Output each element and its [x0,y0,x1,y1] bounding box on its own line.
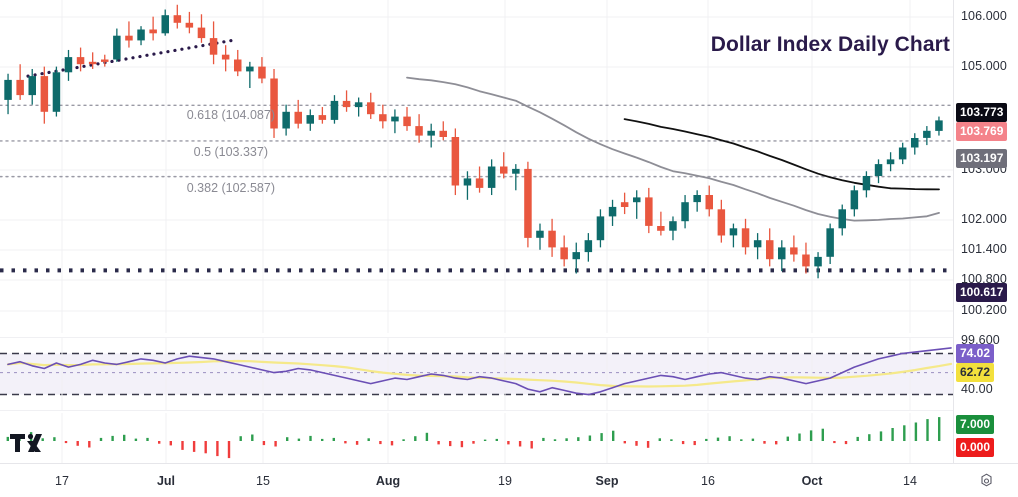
rsi-indicator-pane[interactable] [0,337,953,411]
rsi-tick-label: 40.00 [961,382,993,396]
last-price-tag[interactable]: 103.769 [956,122,1008,141]
price-tick-label: 101.400 [961,242,1007,256]
histogram-axis[interactable]: 7.000 0.000 [953,413,1018,463]
date-label: Oct [801,474,823,488]
tradingview-logo[interactable] [10,430,52,456]
rsi-line-svg [0,337,953,411]
date-label: 19 [498,474,512,488]
price-tick-label: 106.000 [961,9,1007,23]
rsi-value-tag[interactable]: 74.02 [956,344,995,363]
date-label: 15 [256,474,270,488]
rsi-ma-tag[interactable]: 62.72 [956,363,995,382]
axis-separator [953,0,954,463]
page-title: Dollar Index Daily Chart [710,33,950,56]
price-tick-label: 99.600 [961,333,1000,347]
moving-average-tag[interactable]: 103.197 [956,149,1008,168]
fibonacci-label-1: 0.5 (103.337) [193,145,268,159]
price-tick-label: 100.800 [961,272,1007,286]
gear-icon[interactable] [978,472,995,489]
price-chart-pane[interactable] [0,0,953,333]
price-tick-label: 100.200 [961,303,1007,317]
price-tick-label: 105.000 [961,59,1007,73]
price-tick-label: 102.000 [961,212,1007,226]
histogram-zero-tag[interactable]: 0.000 [956,438,995,457]
date-label: 14 [903,474,917,488]
histogram-indicator-pane[interactable] [0,413,953,463]
close-price-tag[interactable]: 103.773 [956,103,1008,122]
fibonacci-label-2: 0.382 (102.587) [186,181,275,195]
rsi-axis[interactable]: 40.00 74.02 62.72 [953,337,1018,411]
date-label: Sep [595,474,619,488]
date-label: Aug [375,474,401,488]
histogram-svg [6,413,941,463]
support-level-tag[interactable]: 100.617 [956,283,1008,302]
histogram-high-tag[interactable]: 7.000 [956,415,995,434]
date-axis[interactable]: 17 Jul 15 Aug 19 Sep 16 Oct 14 [0,463,1018,497]
price-axis[interactable]: 106.000 105.000 103.000 102.000 101.400 100.8… [953,0,1018,347]
date-label: Jul [156,474,176,488]
date-label: 16 [701,474,715,488]
fibonacci-label-0: 0.618 (104.087) [186,108,275,122]
price-candlestick-svg [0,0,953,333]
date-label: 17 [55,474,69,488]
